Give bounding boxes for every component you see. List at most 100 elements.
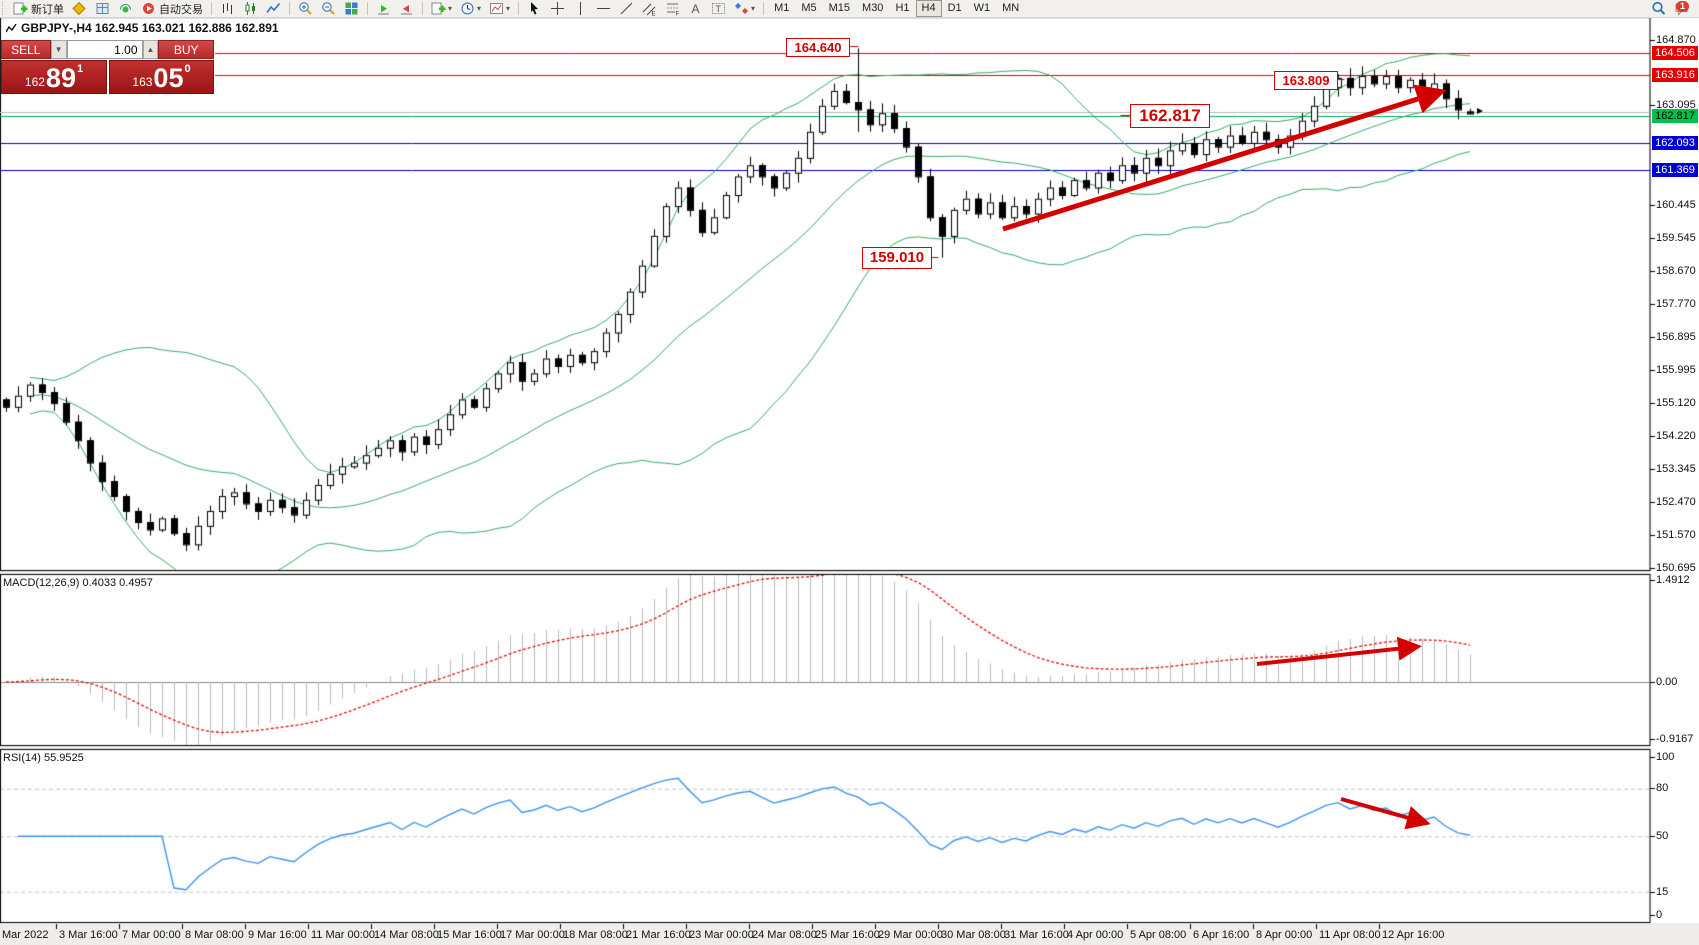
- price-annotation-label[interactable]: 164.640: [786, 38, 850, 57]
- signals-button[interactable]: [115, 0, 136, 17]
- templates-icon: [489, 1, 504, 16]
- chart-title: GBPJPY-,H4 162.945 163.021 162.886 162.8…: [6, 21, 279, 35]
- market-watch-button[interactable]: [69, 0, 90, 17]
- volume-decrease-button[interactable]: ▼: [50, 40, 67, 59]
- timeframe-m5-button[interactable]: M5: [801, 2, 817, 14]
- market-watch-icon: [72, 1, 87, 16]
- horizontal-line-button[interactable]: [593, 0, 614, 17]
- timeframe-h1-button[interactable]: H1: [895, 2, 910, 14]
- buy-price-tile[interactable]: 163 05 0: [109, 60, 214, 94]
- timeframe-mn-button[interactable]: MN: [1002, 2, 1020, 14]
- line-chart-icon: [266, 1, 281, 16]
- toolbar-drag-handle: [2, 2, 7, 15]
- price-annotation-label[interactable]: 163.809: [1274, 71, 1338, 90]
- trendline-button[interactable]: [616, 0, 637, 17]
- price-annotation-label[interactable]: 159.010: [862, 247, 932, 269]
- chart-shift-button[interactable]: [396, 0, 417, 17]
- time-axis-label: 21 Mar 16:00: [626, 929, 691, 941]
- templates-button[interactable]: ▾: [486, 0, 513, 17]
- data-window-button[interactable]: [92, 0, 113, 17]
- new-chart-button[interactable]: ▾: [428, 0, 455, 17]
- equidistant-channel-button[interactable]: E: [639, 0, 660, 17]
- chevron-down-icon: ▾: [477, 4, 482, 13]
- rsi-axis-tick: 15: [1656, 886, 1669, 898]
- time-axis-label: 29 Mar 00:00: [878, 929, 943, 941]
- periods-button[interactable]: ▾: [457, 0, 484, 17]
- rsi-axis-tick: 50: [1656, 830, 1669, 842]
- macd-indicator-label: MACD(12,26,9) 0.4033 0.4957: [3, 577, 153, 589]
- toolbar-separator: [367, 2, 368, 15]
- timeframe-d1-button[interactable]: D1: [947, 2, 962, 14]
- timeframe-m1-button[interactable]: M1: [774, 2, 790, 14]
- toolbar-separator: [518, 2, 520, 15]
- svg-text:F: F: [676, 12, 680, 17]
- price-axis-tick: 150.695: [1656, 562, 1696, 574]
- sell-price-tile[interactable]: 162 89 1: [1, 60, 107, 94]
- buy-price-small: 163: [132, 75, 153, 89]
- zoom-in-button[interactable]: [295, 0, 316, 17]
- rsi-axis-tick: 0: [1656, 909, 1663, 921]
- timeframe-m30-button[interactable]: M30: [862, 2, 884, 14]
- bar-chart-button[interactable]: [217, 0, 238, 17]
- sell-price-sup: 1: [76, 63, 84, 75]
- tile-windows-button[interactable]: [341, 0, 362, 17]
- chevron-down-icon: ▾: [448, 4, 453, 13]
- one-click-trade-panel: SELL ▼ ▲ BUY 162 89 1 163 05 0: [1, 40, 214, 94]
- zoom-out-button[interactable]: [318, 0, 339, 17]
- buy-button[interactable]: BUY: [158, 40, 214, 59]
- rsi-indicator-label: RSI(14) 55.9525: [3, 752, 84, 764]
- periods-icon: [460, 1, 475, 16]
- text-button[interactable]: A: [685, 0, 706, 17]
- arrows-button[interactable]: ▾: [731, 0, 758, 17]
- sell-button[interactable]: SELL: [1, 40, 51, 59]
- signals-icon: [118, 1, 133, 16]
- fibonacci-button[interactable]: F: [662, 0, 683, 17]
- buy-price-big: 05: [153, 63, 184, 93]
- price-axis-tick: 153.345: [1656, 463, 1696, 475]
- timeframe-m15-button[interactable]: M15: [828, 2, 851, 14]
- time-axis-label: 18 Mar 08:00: [563, 929, 628, 941]
- chevron-down-icon: ▾: [751, 4, 756, 13]
- cursor-button[interactable]: [524, 0, 545, 17]
- price-badge: 161.369: [1652, 163, 1698, 177]
- zoom-out-icon: [321, 1, 336, 16]
- text-label-button[interactable]: T: [708, 0, 729, 17]
- volume-input[interactable]: [66, 40, 143, 59]
- notification-badge: 1: [1676, 1, 1689, 12]
- vertical-line-button[interactable]: [570, 0, 591, 17]
- price-axis-tick: 158.670: [1656, 265, 1696, 277]
- svg-text:E: E: [652, 12, 656, 17]
- price-axis-tick: 154.220: [1656, 430, 1696, 442]
- search-button[interactable]: [1648, 0, 1669, 17]
- autotrading-label: 自动交易: [159, 3, 203, 16]
- autotrading-button[interactable]: 自动交易: [138, 0, 206, 17]
- chart-shift-icon: [399, 1, 414, 16]
- rsi-axis-tick: 100: [1656, 751, 1675, 763]
- sell-price-small: 162: [24, 75, 45, 89]
- time-axis-label: 11 Mar 00:00: [311, 929, 376, 941]
- auto-scroll-button[interactable]: [373, 0, 394, 17]
- trendline-icon: [619, 1, 634, 16]
- time-axis-label: 31 Mar 16:00: [1004, 929, 1069, 941]
- horizontal-line-icon: [596, 1, 611, 16]
- text-icon: A: [688, 1, 703, 16]
- zoom-in-icon: [298, 1, 313, 16]
- candle-chart-button[interactable]: [240, 0, 261, 17]
- time-axis-label: 3 Mar 16:00: [59, 929, 118, 941]
- new-order-button[interactable]: 新订单: [10, 0, 67, 17]
- timeframe-h4-button[interactable]: H4: [915, 0, 942, 17]
- volume-increase-button[interactable]: ▲: [142, 40, 159, 59]
- price-annotation-label[interactable]: 162.817: [1130, 104, 1210, 128]
- time-axis-label: 25 Mar 16:00: [815, 929, 880, 941]
- crosshair-button[interactable]: [547, 0, 568, 17]
- chat-button[interactable]: 1: [1671, 0, 1692, 17]
- macd-axis-tick: -0.9167: [1656, 733, 1694, 745]
- toolbar-right: 1: [1647, 0, 1693, 17]
- time-axis-label: 12 Apr 16:00: [1382, 929, 1445, 941]
- equidistant-channel-icon: E: [642, 1, 657, 16]
- timeframe-w1-button[interactable]: W1: [973, 2, 991, 14]
- toolbar-separator: [289, 2, 290, 15]
- line-chart-button[interactable]: [263, 0, 284, 17]
